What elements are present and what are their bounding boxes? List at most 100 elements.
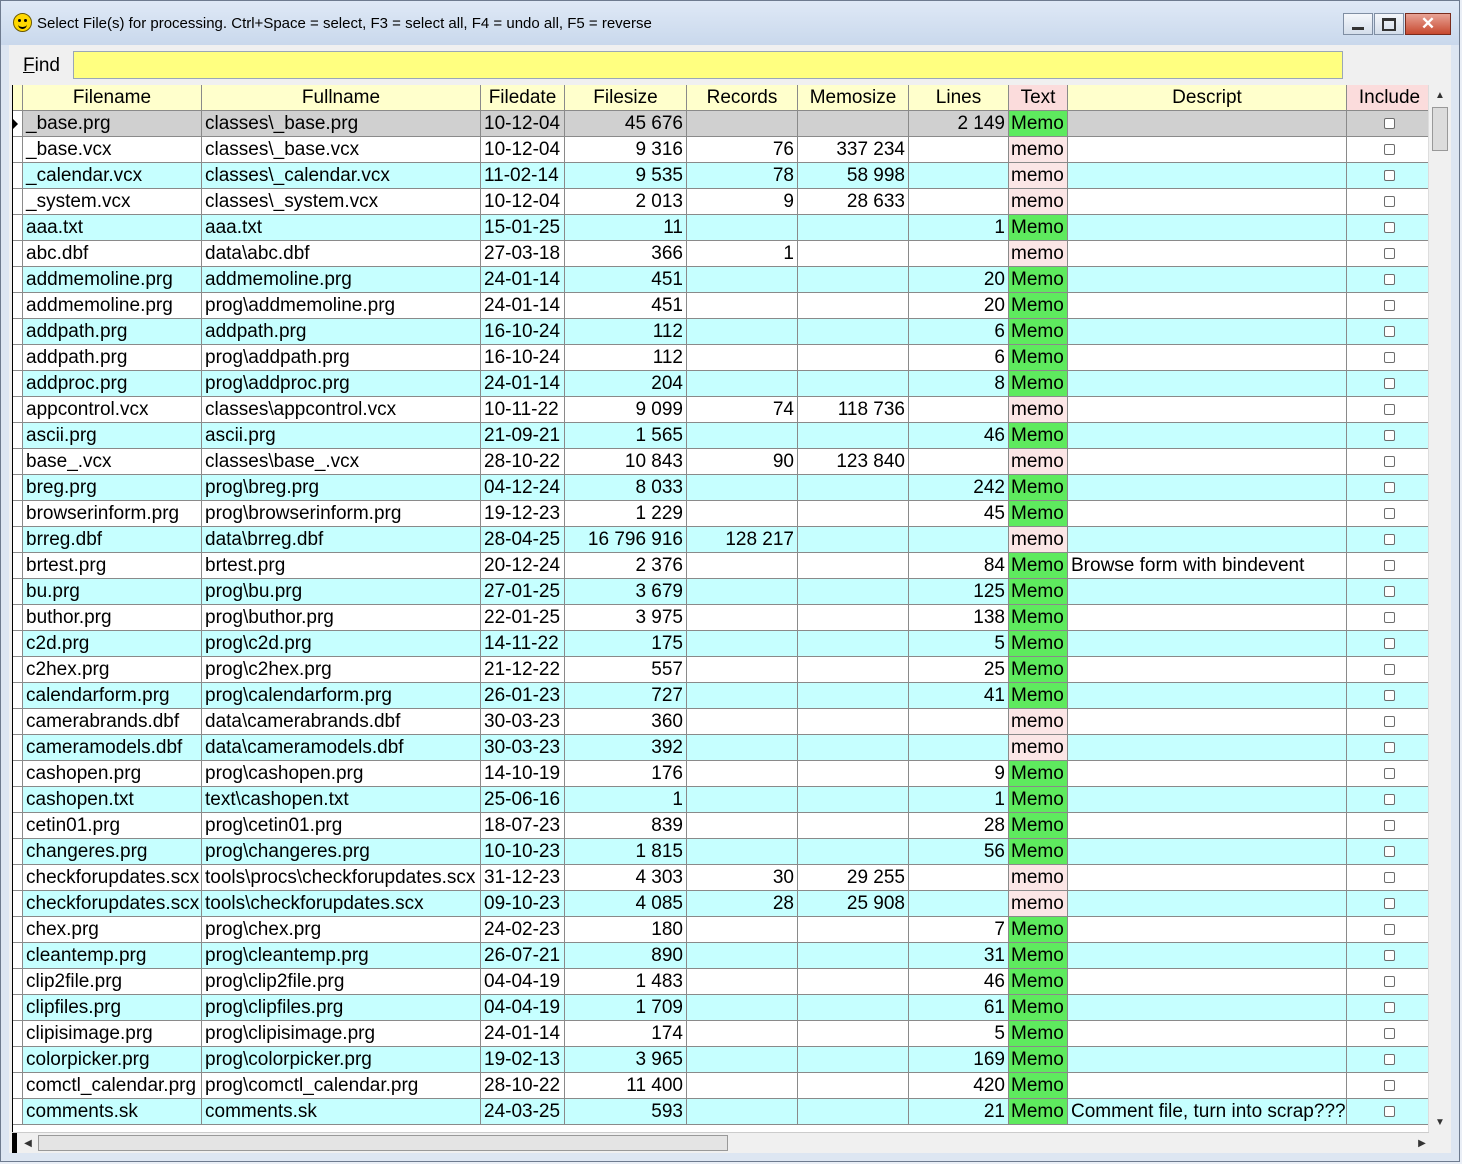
- row-indicator-cell[interactable]: [13, 423, 23, 449]
- table-row[interactable]: changeres.prg prog\changeres.prg 10-10-23 1…: [13, 839, 1433, 865]
- cell-records[interactable]: [687, 553, 798, 579]
- table-row[interactable]: _calendar.vcx classes\_calendar.vcx 11-02-…: [13, 163, 1433, 189]
- cell-fullname[interactable]: classes\_calendar.vcx: [202, 163, 481, 189]
- cell-filename[interactable]: clipisimage.prg: [23, 1021, 202, 1047]
- column-header-filename[interactable]: Filename: [23, 85, 202, 111]
- table-row[interactable]: cameramodels.dbf data\cameramodels.dbf 30-…: [13, 735, 1433, 761]
- cell-fullname[interactable]: data\camerabrands.dbf: [202, 709, 481, 735]
- cell-descript[interactable]: [1068, 917, 1347, 943]
- cell-fullname[interactable]: ascii.prg: [202, 423, 481, 449]
- cell-text[interactable]: Memo: [1009, 943, 1068, 969]
- cell-filedate[interactable]: 14-11-22: [481, 631, 565, 657]
- cell-filesize[interactable]: 360: [565, 709, 687, 735]
- table-row[interactable]: clipfiles.prg prog\clipfiles.prg 04-04-19 1…: [13, 995, 1433, 1021]
- cell-text[interactable]: Memo: [1009, 345, 1068, 371]
- cell-filesize[interactable]: 16 796 916: [565, 527, 687, 553]
- cell-text[interactable]: Memo: [1009, 761, 1068, 787]
- cell-memosize[interactable]: [798, 683, 909, 709]
- cell-filesize[interactable]: 174: [565, 1021, 687, 1047]
- cell-records[interactable]: 76: [687, 137, 798, 163]
- cell-lines[interactable]: 1: [909, 787, 1009, 813]
- maximize-button[interactable]: [1374, 13, 1404, 35]
- table-row[interactable]: cashopen.prg prog\cashopen.prg 14-10-19 176…: [13, 761, 1433, 787]
- cell-filedate[interactable]: 19-12-23: [481, 501, 565, 527]
- cell-filesize[interactable]: 11: [565, 215, 687, 241]
- cell-filedate[interactable]: 19-02-13: [481, 1047, 565, 1073]
- cell-records[interactable]: [687, 995, 798, 1021]
- cell-lines[interactable]: [909, 241, 1009, 267]
- cell-filedate[interactable]: 18-07-23: [481, 813, 565, 839]
- cell-memosize[interactable]: [798, 527, 909, 553]
- cell-records[interactable]: [687, 787, 798, 813]
- table-row[interactable]: breg.prg prog\breg.prg 04-12-24 8 033 242 Mem…: [13, 475, 1433, 501]
- cell-records[interactable]: 90: [687, 449, 798, 475]
- cell-filename[interactable]: colorpicker.prg: [23, 1047, 202, 1073]
- include-checkbox[interactable]: [1384, 118, 1395, 129]
- cell-filesize[interactable]: 45 676: [565, 111, 687, 137]
- cell-memosize[interactable]: [798, 553, 909, 579]
- cell-records[interactable]: 128 217: [687, 527, 798, 553]
- cell-filesize[interactable]: 1 229: [565, 501, 687, 527]
- column-header-text[interactable]: Text: [1009, 85, 1068, 111]
- cell-filename[interactable]: addmemoline.prg: [23, 267, 202, 293]
- row-indicator-cell[interactable]: [13, 293, 23, 319]
- table-row[interactable]: ascii.prg ascii.prg 21-09-21 1 565 46 Memo: [13, 423, 1433, 449]
- cell-text[interactable]: Memo: [1009, 839, 1068, 865]
- cell-filesize[interactable]: 180: [565, 917, 687, 943]
- row-indicator-cell[interactable]: [13, 267, 23, 293]
- cell-text[interactable]: memo: [1009, 163, 1068, 189]
- cell-descript[interactable]: [1068, 397, 1347, 423]
- cell-fullname[interactable]: prog\bu.prg: [202, 579, 481, 605]
- cell-records[interactable]: [687, 475, 798, 501]
- cell-text[interactable]: Memo: [1009, 683, 1068, 709]
- column-header-records[interactable]: Records: [687, 85, 798, 111]
- cell-lines[interactable]: 31: [909, 943, 1009, 969]
- cell-filename[interactable]: ascii.prg: [23, 423, 202, 449]
- cell-lines[interactable]: 242: [909, 475, 1009, 501]
- table-row[interactable]: clip2file.prg prog\clip2file.prg 04-04-19 1…: [13, 969, 1433, 995]
- cell-memosize[interactable]: [798, 761, 909, 787]
- cell-filename[interactable]: comments.sk: [23, 1099, 202, 1125]
- cell-text[interactable]: Memo: [1009, 657, 1068, 683]
- cell-memosize[interactable]: [798, 943, 909, 969]
- cell-text[interactable]: memo: [1009, 397, 1068, 423]
- cell-lines[interactable]: 21: [909, 1099, 1009, 1125]
- cell-filedate[interactable]: 26-07-21: [481, 943, 565, 969]
- cell-filename[interactable]: base_.vcx: [23, 449, 202, 475]
- row-indicator-cell[interactable]: [13, 657, 23, 683]
- cell-lines[interactable]: 5: [909, 1021, 1009, 1047]
- cell-text[interactable]: Memo: [1009, 969, 1068, 995]
- cell-fullname[interactable]: prog\calendarform.prg: [202, 683, 481, 709]
- cell-memosize[interactable]: 337 234: [798, 137, 909, 163]
- cell-filesize[interactable]: 2 013: [565, 189, 687, 215]
- cell-filename[interactable]: aaa.txt: [23, 215, 202, 241]
- cell-lines[interactable]: 6: [909, 319, 1009, 345]
- cell-filename[interactable]: chex.prg: [23, 917, 202, 943]
- row-indicator-cell[interactable]: [13, 735, 23, 761]
- cell-descript[interactable]: [1068, 761, 1347, 787]
- cell-records[interactable]: [687, 943, 798, 969]
- row-indicator-cell[interactable]: [13, 787, 23, 813]
- cell-descript[interactable]: [1068, 657, 1347, 683]
- cell-filename[interactable]: clipfiles.prg: [23, 995, 202, 1021]
- table-row[interactable]: cashopen.txt text\cashopen.txt 25-06-16 1 1 M…: [13, 787, 1433, 813]
- cell-filename[interactable]: brreg.dbf: [23, 527, 202, 553]
- cell-filesize[interactable]: 593: [565, 1099, 687, 1125]
- cell-memosize[interactable]: [798, 813, 909, 839]
- cell-fullname[interactable]: tools\checkforupdates.scx: [202, 891, 481, 917]
- cell-lines[interactable]: 45: [909, 501, 1009, 527]
- cell-text[interactable]: Memo: [1009, 267, 1068, 293]
- cell-filesize[interactable]: 3 679: [565, 579, 687, 605]
- cell-filename[interactable]: addpath.prg: [23, 319, 202, 345]
- cell-filesize[interactable]: 112: [565, 319, 687, 345]
- row-indicator-cell[interactable]: [13, 189, 23, 215]
- cell-records[interactable]: [687, 111, 798, 137]
- cell-lines[interactable]: 5: [909, 631, 1009, 657]
- cell-fullname[interactable]: text\cashopen.txt: [202, 787, 481, 813]
- table-row[interactable]: brreg.dbf data\brreg.dbf 28-04-25 16 796 91…: [13, 527, 1433, 553]
- include-checkbox[interactable]: [1384, 300, 1395, 311]
- find-input[interactable]: [73, 51, 1343, 79]
- cell-filename[interactable]: addpath.prg: [23, 345, 202, 371]
- cell-lines[interactable]: 25: [909, 657, 1009, 683]
- cell-descript[interactable]: [1068, 527, 1347, 553]
